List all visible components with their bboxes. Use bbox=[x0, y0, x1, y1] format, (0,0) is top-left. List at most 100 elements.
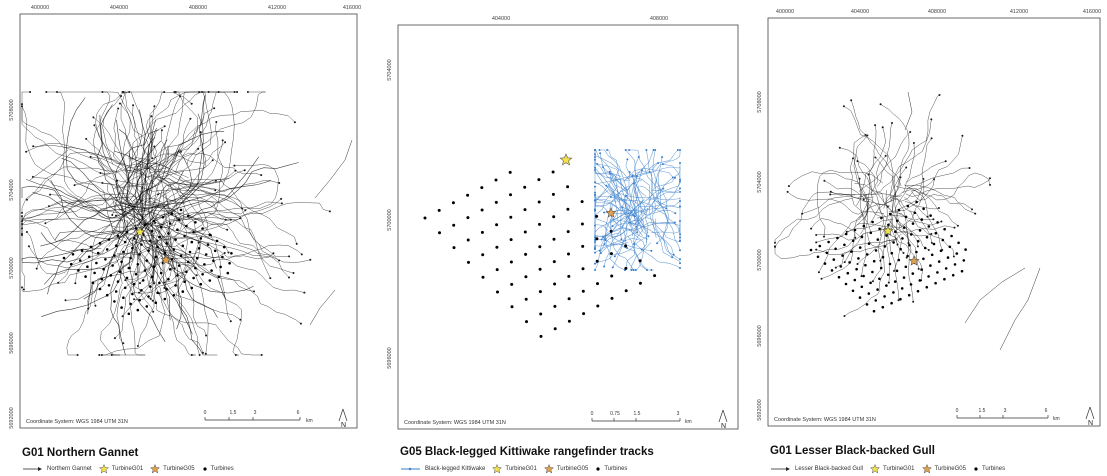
turbine-dot bbox=[887, 223, 890, 227]
bird-track bbox=[140, 113, 204, 212]
track-endpoint bbox=[611, 266, 614, 269]
turbine-dot bbox=[177, 264, 181, 267]
turbine-dot bbox=[494, 200, 498, 204]
turbine-dot bbox=[163, 297, 167, 301]
orange-star-icon bbox=[543, 464, 554, 474]
turbine-dot bbox=[886, 273, 890, 277]
turbine-dot bbox=[197, 247, 201, 250]
track-endpoint bbox=[295, 242, 298, 245]
legend-item-turbine-g05: TurbineG05 bbox=[543, 464, 588, 474]
bird-track bbox=[32, 192, 123, 223]
legend-item-turbines: Turbines bbox=[973, 466, 1005, 472]
tick-label: 5704000 bbox=[757, 171, 763, 192]
turbine-dot bbox=[890, 301, 893, 305]
north-label: N bbox=[1088, 420, 1093, 427]
tick-label: 5696000 bbox=[387, 347, 393, 368]
track-endpoint bbox=[679, 262, 681, 265]
tick-label: 5708000 bbox=[9, 99, 15, 120]
bird-track bbox=[112, 169, 236, 192]
track-endpoint bbox=[280, 202, 283, 205]
track-endpoint bbox=[197, 147, 200, 150]
turbine-dot bbox=[188, 250, 192, 254]
bird-track bbox=[135, 126, 165, 186]
bird-track bbox=[115, 257, 153, 302]
turbine-dot bbox=[156, 245, 159, 249]
bird-track bbox=[29, 149, 69, 181]
track-endpoint bbox=[599, 252, 602, 255]
scale-label: 0 bbox=[591, 411, 594, 417]
bird-track bbox=[894, 188, 904, 254]
turbine-dot bbox=[437, 208, 441, 212]
bird-track bbox=[182, 152, 262, 176]
bird-track bbox=[187, 223, 294, 274]
turbine-dot bbox=[149, 239, 152, 243]
turbine-dot bbox=[524, 297, 528, 301]
bird-track bbox=[134, 246, 204, 353]
turbine-dot bbox=[936, 221, 939, 224]
bird-track bbox=[632, 241, 681, 269]
turbine-dot bbox=[895, 219, 899, 223]
turbine-dot bbox=[174, 238, 177, 241]
turbine-dot bbox=[869, 231, 873, 235]
bird-track bbox=[95, 91, 130, 165]
turbine-dot bbox=[567, 274, 571, 278]
track-endpoint bbox=[27, 245, 30, 248]
track-endpoint bbox=[121, 315, 124, 318]
turbine-dot bbox=[881, 305, 885, 309]
turbine-dot bbox=[638, 259, 642, 263]
track-endpoint bbox=[679, 149, 681, 151]
bird-track bbox=[603, 211, 633, 267]
bird-track bbox=[148, 145, 169, 234]
track-endpoint bbox=[93, 124, 96, 127]
turbine-dot bbox=[217, 275, 221, 279]
tick-label: 400000 bbox=[776, 9, 794, 15]
turbine-g05-star bbox=[605, 207, 617, 218]
turbine-dot bbox=[843, 243, 846, 247]
track-endpoint bbox=[124, 279, 127, 282]
tick-label: 5696000 bbox=[9, 332, 15, 353]
track-endpoint bbox=[624, 149, 627, 151]
turbine-dot bbox=[809, 248, 813, 252]
panel-title: G01 Lesser Black-backed Gull bbox=[770, 445, 935, 457]
track-endpoint bbox=[32, 145, 35, 148]
map-panel-kittiwake: 404000 408000 5704000 5700000 5696000 Co… bbox=[370, 0, 740, 476]
track-endpoint bbox=[886, 205, 889, 208]
turbine-dot bbox=[925, 235, 929, 239]
legend-item-track: Northern Gannet bbox=[22, 466, 92, 472]
turbine-dot bbox=[567, 319, 571, 323]
turbine-dot bbox=[190, 240, 194, 244]
track-endpoint bbox=[92, 116, 95, 119]
bird-track bbox=[610, 217, 634, 271]
track-endpoint bbox=[224, 218, 227, 221]
turbine-dot bbox=[953, 263, 957, 266]
turbine-dot bbox=[609, 252, 613, 256]
turbine-dot bbox=[127, 266, 131, 270]
bird-track bbox=[124, 234, 155, 284]
turbine-dot bbox=[915, 250, 918, 254]
turbine-dot bbox=[946, 256, 950, 259]
track-endpoint bbox=[211, 159, 214, 162]
turbine-dot bbox=[230, 252, 233, 255]
turbine-dot bbox=[537, 200, 541, 204]
legend-item-turbine-g05: TurbineG05 bbox=[921, 464, 966, 474]
turbine-dot bbox=[916, 239, 920, 243]
legend-label: TurbineG05 bbox=[163, 466, 195, 472]
track-endpoint bbox=[956, 224, 959, 227]
bird-track bbox=[774, 198, 853, 243]
orange-star-icon bbox=[150, 464, 161, 474]
turbine-dot bbox=[208, 279, 212, 282]
track-endpoint bbox=[22, 288, 25, 291]
turbine-dot bbox=[131, 246, 134, 250]
turbine-dot bbox=[918, 279, 922, 282]
track-endpoint bbox=[25, 150, 28, 153]
track-endpoint bbox=[625, 246, 628, 249]
turbine-dot bbox=[624, 266, 628, 270]
tick-label: 412000 bbox=[268, 5, 286, 11]
turbine-dot bbox=[107, 284, 111, 287]
bird-track bbox=[897, 200, 909, 244]
tick-label: 5700000 bbox=[387, 209, 393, 230]
track-endpoint bbox=[224, 141, 227, 144]
turbine-dot bbox=[930, 253, 934, 257]
turbine-dot bbox=[113, 300, 116, 303]
turbine-dot bbox=[524, 252, 528, 256]
